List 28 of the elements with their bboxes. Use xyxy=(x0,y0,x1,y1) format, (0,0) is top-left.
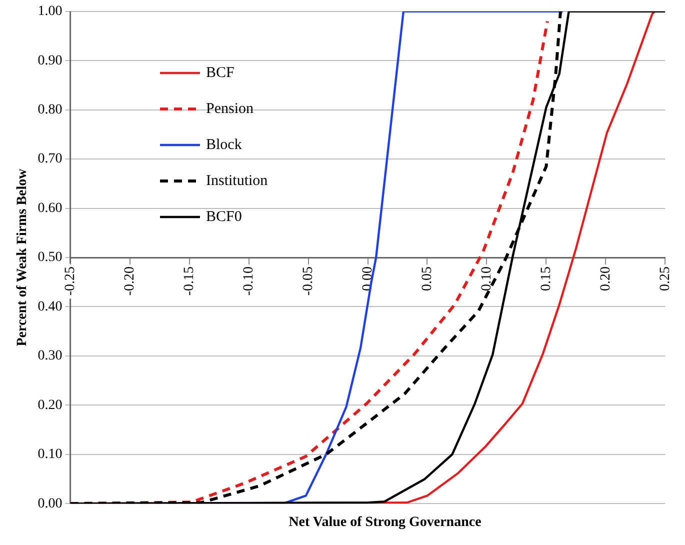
x-tick-label: -0.10 xyxy=(241,266,256,296)
legend-label: Pension xyxy=(206,100,254,118)
x-tick-label: -0.15 xyxy=(182,266,197,296)
y-tick-label: 0.10 xyxy=(38,447,62,462)
legend-label: BCF0 xyxy=(206,208,242,226)
y-axis-title: Percent of Weak Firms Below xyxy=(15,168,30,346)
x-tick-label: 0.20 xyxy=(598,266,614,291)
y-tick-label: 0.30 xyxy=(38,348,62,364)
x-axis-title: Net Value of Strong Governance xyxy=(288,515,482,531)
y-tick-label: 0.50 xyxy=(38,250,62,266)
x-tick-label: -0.25 xyxy=(62,266,78,296)
legend-label: Institution xyxy=(206,172,268,190)
x-tick-label: 0.10 xyxy=(479,266,494,291)
y-tick-label: 0.40 xyxy=(38,299,62,314)
y-tick-label: 0.00 xyxy=(38,496,62,512)
x-tick-label: 0.15 xyxy=(538,266,554,291)
x-tick-label: -0.20 xyxy=(122,266,138,296)
y-tick-label: 0.90 xyxy=(38,53,62,68)
y-tick-label: 0.70 xyxy=(38,152,62,167)
x-tick-label: 0.05 xyxy=(420,266,435,291)
y-tick-label: 1.00 xyxy=(38,4,62,20)
y-tick-label: 0.20 xyxy=(38,398,62,413)
y-tick-label: 0.60 xyxy=(38,200,62,216)
x-tick-label: 0.25 xyxy=(658,266,673,291)
x-tick-label: -0.05 xyxy=(300,266,316,296)
legend-label: Block xyxy=(206,136,242,154)
legend-label: BCF xyxy=(206,64,234,82)
y-tick-label: 0.80 xyxy=(38,102,62,118)
